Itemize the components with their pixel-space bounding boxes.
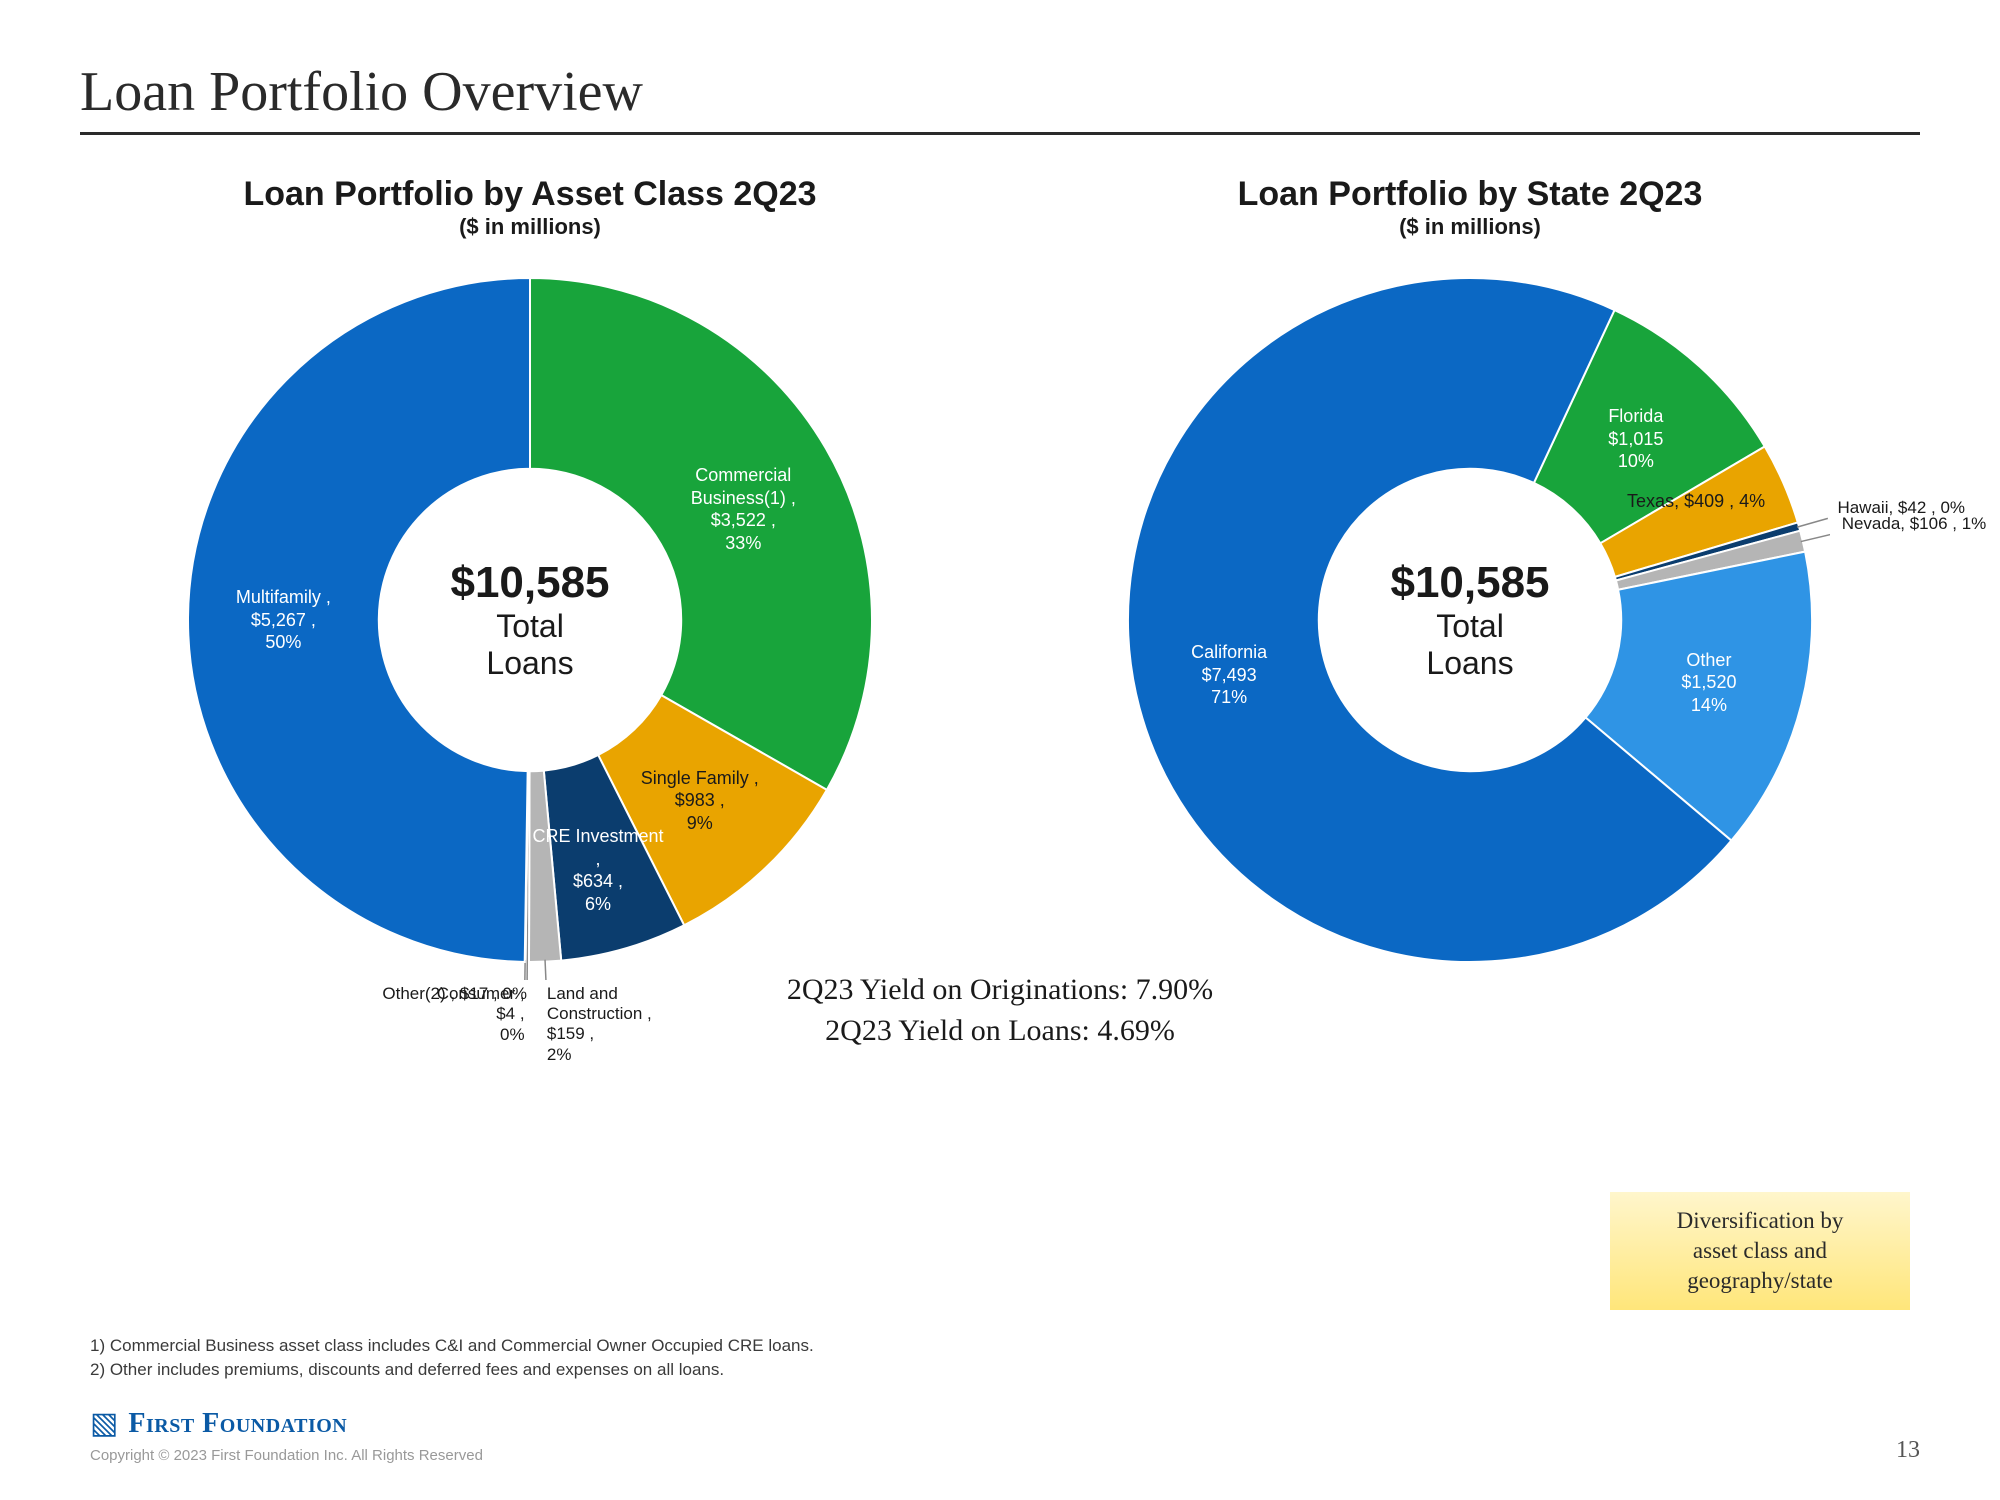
asset-class-label-0: Commercial Business(1) , $3,522 , 33% (673, 464, 813, 554)
page-number: 13 (1896, 1437, 1920, 1464)
state-donut: $10,585 Total Loans Florida $1,015 10% Te… (1110, 260, 1830, 980)
state-label-0: Florida $1,015 10% (1566, 405, 1706, 473)
state-leader-3 (1801, 534, 1830, 541)
asset-class-chart-subtitle: ($ in millions) (80, 214, 980, 240)
diversification-callout: Diversification by asset class and geogr… (1610, 1192, 1910, 1310)
asset-class-label-3: Land and Construction , $159 , 2% (547, 984, 747, 1066)
asset-class-leader-3 (545, 960, 546, 980)
footnotes: 1) Commercial Business asset class inclu… (90, 1332, 814, 1380)
state-center-label: $10,585 Total Loans (1390, 558, 1549, 682)
asset-class-center-text: Total Loans (450, 608, 609, 682)
logo-icon: ▧ (90, 1415, 118, 1433)
asset-class-center-value: $10,585 (450, 558, 609, 608)
logo: ▧ First Foundation (90, 1408, 347, 1440)
page-title: Loan Portfolio Overview (80, 60, 1920, 135)
state-center-value: $10,585 (1390, 558, 1549, 608)
logo-text: First Foundation (128, 1408, 347, 1440)
asset-class-center-label: $10,585 Total Loans (450, 558, 609, 682)
logo-text-rest: Foundation (202, 1408, 347, 1439)
state-label-3: Nevada, $106 , 1% (1842, 514, 2000, 534)
asset-class-chart-block: Loan Portfolio by Asset Class 2Q23 ($ in… (80, 175, 980, 980)
state-chart-subtitle: ($ in millions) (1020, 214, 1920, 240)
charts-row: Loan Portfolio by Asset Class 2Q23 ($ in… (80, 175, 1920, 980)
copyright: Copyright © 2023 First Foundation Inc. A… (90, 1447, 483, 1464)
asset-class-label-2: CRE Investment , $634 , 6% (528, 825, 668, 915)
asset-class-label-5: Consumer , $4 , 0% (325, 984, 525, 1045)
state-chart-title: Loan Portfolio by State 2Q23 (1020, 175, 1920, 214)
state-leader-2 (1797, 518, 1828, 527)
logo-text-first: First (128, 1408, 194, 1439)
asset-class-chart-title: Loan Portfolio by Asset Class 2Q23 (80, 175, 980, 214)
asset-class-label-6: Multifamily , $5,267 , 50% (213, 586, 353, 654)
footnote-2: 2) Other includes premiums, discounts an… (90, 1360, 814, 1380)
state-center-text: Total Loans (1390, 608, 1549, 682)
state-label-1: Texas, $409 , 4% (1626, 490, 1766, 513)
state-chart-block: Loan Portfolio by State 2Q23 ($ in milli… (1020, 175, 1920, 980)
state-label-4: Other $1,520 14% (1639, 649, 1779, 717)
asset-class-donut: $10,585 Total Loans Commercial Business(… (170, 260, 890, 980)
footnote-1: 1) Commercial Business asset class inclu… (90, 1336, 814, 1356)
state-label-5: California $7,493 71% (1159, 641, 1299, 709)
